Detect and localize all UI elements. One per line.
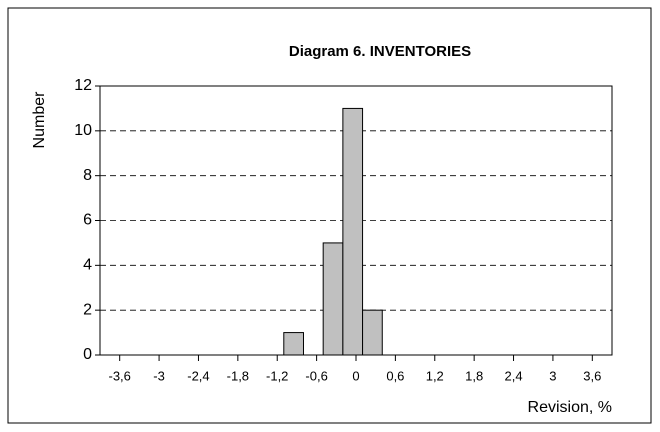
x-tick-label: 3	[549, 368, 556, 383]
y-tick-label: 12	[74, 77, 92, 94]
x-tick-label: 0	[352, 368, 359, 383]
x-tick-label: -3	[153, 368, 165, 383]
bar	[283, 332, 304, 356]
x-tick-label: -1,8	[227, 368, 249, 383]
x-tick-label: -1,2	[266, 368, 288, 383]
bar	[322, 242, 344, 356]
x-tick-label: -0,6	[305, 368, 327, 383]
x-tick-label: -2,4	[187, 368, 209, 383]
y-tick-label: 8	[83, 167, 92, 184]
x-tick-label: 0,6	[386, 368, 404, 383]
x-tick-label: 2,4	[504, 368, 522, 383]
x-tick-label: 1,2	[426, 368, 444, 383]
y-tick-label: 0	[83, 346, 92, 363]
bar	[342, 107, 364, 356]
chart-frame	[7, 7, 652, 424]
plot-frame	[99, 85, 613, 356]
x-tick-label: 1,8	[465, 368, 483, 383]
y-tick-label: 6	[83, 212, 92, 229]
bar	[362, 309, 383, 356]
chart-title: Diagram 6. INVENTORIES	[289, 43, 471, 60]
y-axis-label: Number	[31, 91, 48, 149]
x-axis-label: Revision, %	[528, 399, 612, 416]
x-tick-label: 3,6	[583, 368, 601, 383]
x-tick-label: -3,6	[108, 368, 130, 383]
y-tick-label: 10	[74, 122, 92, 139]
y-tick-label: 4	[83, 257, 92, 274]
y-tick-label: 2	[83, 301, 92, 318]
